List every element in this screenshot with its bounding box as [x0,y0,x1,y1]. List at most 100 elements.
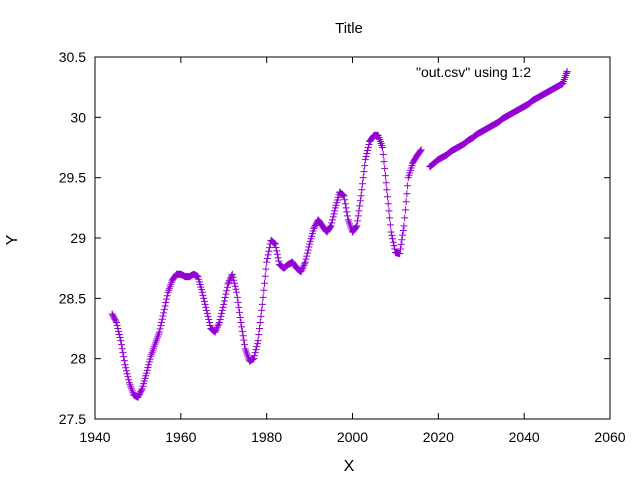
data-point [341,200,349,208]
data-point [261,272,269,280]
x-tick-label: 2020 [423,429,454,445]
data-point [384,193,392,201]
data-point [272,243,280,251]
data-point [157,322,165,330]
data-point [258,306,266,314]
data-point [122,364,130,372]
data-point [240,341,248,349]
y-tick-label: 28.5 [59,290,86,306]
data-point [262,265,270,273]
data-point [230,279,238,287]
data-point [274,254,282,262]
data-point [254,337,262,345]
y-tick-label: 28 [70,351,86,367]
data-point [300,261,308,269]
data-point [224,280,232,288]
data-point [401,206,409,214]
data-point [261,279,269,287]
y-tick-label: 29.5 [59,170,86,186]
data-point [328,219,336,227]
data-point [205,318,213,326]
data-point [417,146,425,154]
data-point [396,245,404,253]
data-point [119,349,127,357]
data-point [416,147,424,155]
data-point [163,295,171,303]
data-point [299,263,307,271]
data-point [399,227,407,235]
data-point [253,340,261,348]
data-point [220,297,228,305]
data-point [386,214,394,222]
data-point [273,247,281,255]
data-point [250,355,258,363]
data-point [303,249,311,257]
data-point [257,312,265,320]
data-point [122,367,130,375]
data-point [117,337,125,345]
data-point [163,292,171,300]
data-point [115,331,123,339]
data-point [258,300,266,308]
data-point [201,300,209,308]
data-point [298,266,306,274]
data-point [198,288,206,296]
y-tick-label: 30 [70,109,86,125]
data-point [161,302,169,310]
data-point [357,192,365,200]
data-point [239,332,247,340]
data-point [396,250,404,258]
data-point [383,186,391,194]
x-tick-label: 2000 [337,429,368,445]
data-point [384,200,392,208]
data-point [270,239,278,247]
axes: 1940 1960 1980 2000 2020 2040 2060 27.5 28 28.5 29… [59,49,626,445]
data-point [330,210,338,218]
data-point [342,204,350,212]
data-point [331,207,339,215]
data-point [158,315,166,323]
data-point [301,260,309,268]
data-point [362,153,370,161]
data-point [263,255,271,263]
data-point [228,272,236,280]
data-point [238,327,246,335]
y-axis-label: Y [4,234,21,245]
x-tick-label: 2060 [594,429,625,445]
data-point [273,250,281,258]
data-point [356,202,364,210]
data-point [219,303,227,311]
legend-marker-symbol [563,68,571,76]
data-point [361,156,369,164]
data-point [263,258,271,266]
data-point [256,325,264,332]
data-point [264,251,272,259]
data-point [389,235,397,243]
data-point [297,268,305,276]
data-point [118,345,126,353]
data-point [205,315,213,323]
data-point [328,216,336,224]
data-point [233,293,241,301]
data-point [338,191,346,199]
data-point [389,238,397,246]
data-point [382,179,390,187]
data-point [160,309,168,317]
data-point [137,386,145,394]
data-point [238,323,246,331]
data-point [401,214,409,222]
data-point [225,278,233,286]
data-point [379,144,387,151]
data-point [222,290,230,298]
data-point [158,318,166,326]
data-point [253,343,261,351]
y-tick-label: 30.5 [59,49,86,65]
data-point [271,240,279,248]
data-point [232,285,240,293]
data-point [327,222,335,230]
data-point [113,321,121,329]
data-point [275,257,283,265]
data-point [233,288,241,296]
data-point [271,239,279,247]
